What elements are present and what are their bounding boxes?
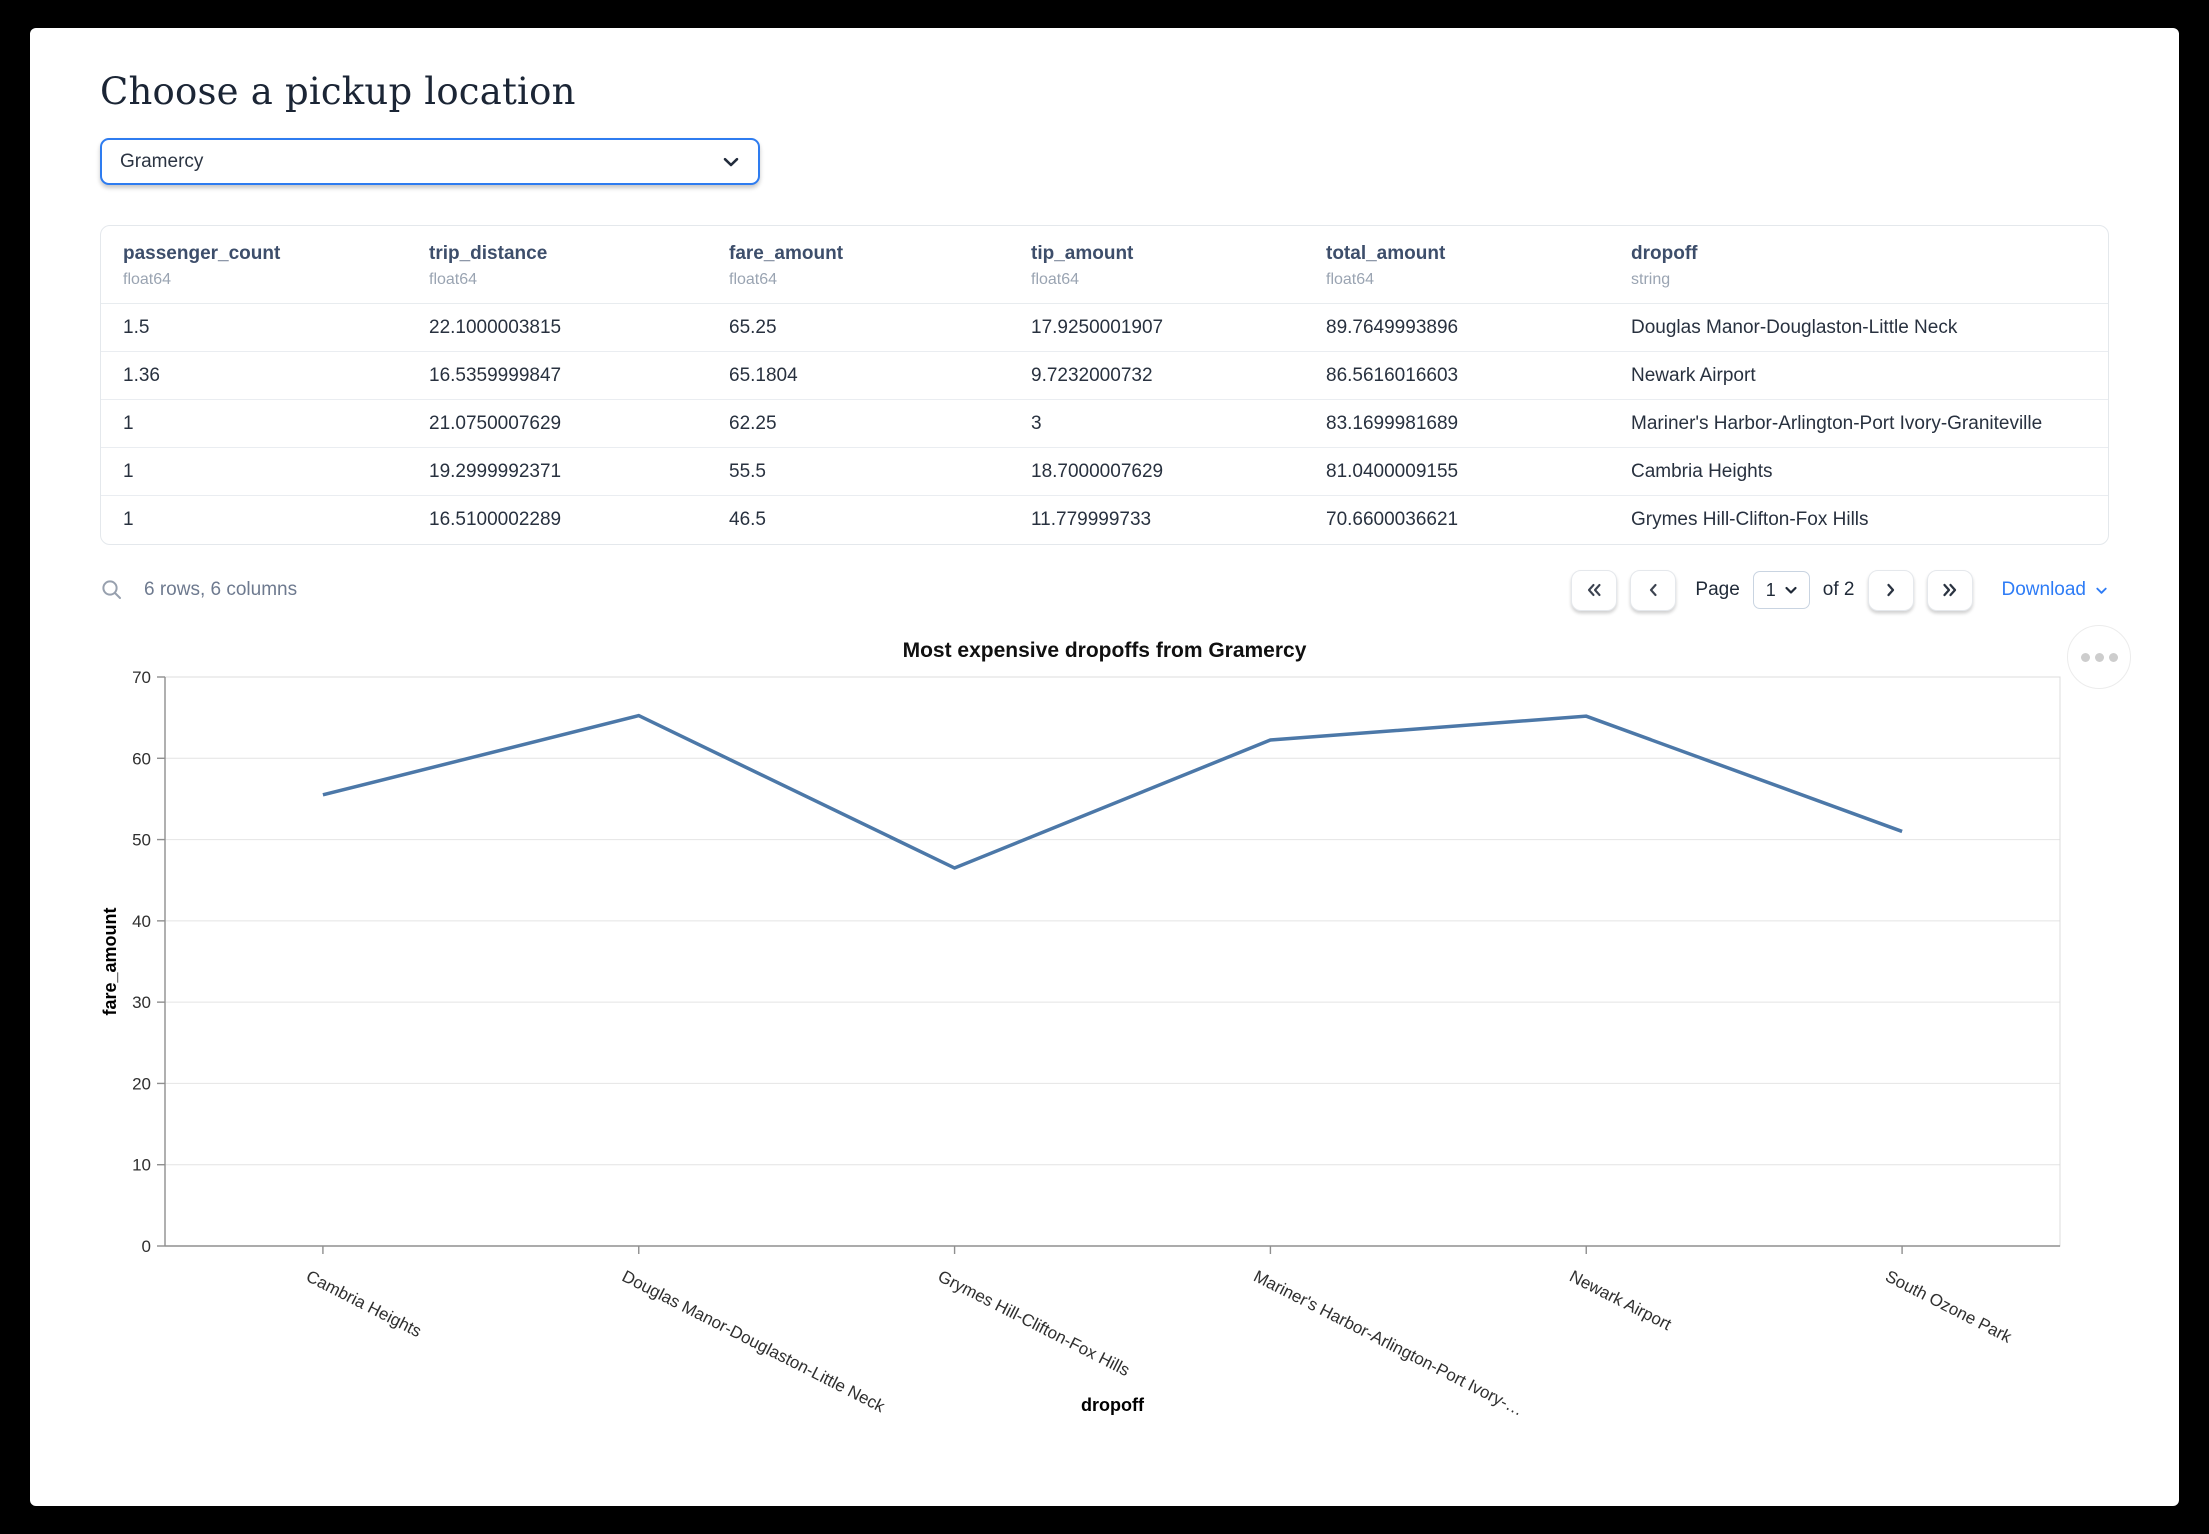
y-tick-label: 50	[132, 831, 151, 850]
chart-section: Most expensive dropoffs from Gramercy 0 1…	[100, 625, 2131, 1443]
column-header-dropoff[interactable]: dropoff string	[1631, 243, 1698, 288]
chevron-right-icon	[1882, 581, 1900, 599]
x-tick-label: Mariner's Harbor-Arlington-Port Ivory-…	[1251, 1267, 1527, 1420]
table-row: 1.5 22.1000003815 65.25 17.9250001907 89.764…	[101, 304, 2108, 352]
table-cell: 62.25	[729, 412, 777, 434]
table-cell: Mariner's Harbor-Arlington-Port Ivory-Gr…	[1631, 412, 2043, 434]
chevron-down-icon	[720, 151, 742, 173]
last-page-button[interactable]	[1926, 569, 1973, 611]
table-cell: 16.5100002289	[429, 509, 562, 530]
current-page-value: 1	[1765, 579, 1776, 600]
column-header-trip-distance[interactable]: trip_distance float64	[429, 243, 548, 288]
table-cell: 81.0400009155	[1326, 460, 1459, 482]
table-cell: Cambria Heights	[1631, 460, 1773, 482]
table-cell: 17.9250001907	[1031, 316, 1164, 338]
chevron-down-icon	[1783, 582, 1799, 598]
y-tick-label: 30	[132, 993, 151, 1012]
table-row: 1.36 16.5359999847 65.1804 9.7232000732 86.5…	[101, 352, 2108, 400]
table-cell: 86.5616016603	[1326, 364, 1459, 386]
table-cell: 22.1000003815	[429, 316, 562, 338]
y-axis-title: fare_amount	[100, 907, 120, 1015]
column-header-tip-amount[interactable]: tip_amount float64	[1031, 243, 1134, 288]
pagination: Page 1 of 2 Download	[1571, 569, 2110, 611]
download-button[interactable]: Download	[2002, 579, 2110, 601]
double-chevron-left-icon	[1584, 581, 1604, 599]
x-tick-label: South Ozone Park	[1882, 1267, 2015, 1347]
table-cell: 46.5	[729, 509, 766, 530]
x-tick-label: Douglas Manor-Douglaston-Little Neck	[619, 1267, 888, 1417]
next-page-button[interactable]	[1867, 569, 1914, 611]
table-cell: 55.5	[729, 460, 766, 482]
notebook-page: Choose a pickup location Gramercy passen…	[30, 28, 2179, 1506]
table-cell: 1	[123, 509, 134, 530]
table-header-row: passenger_count float64 trip_distance fl…	[101, 226, 2108, 304]
ellipsis-icon	[2080, 652, 2090, 662]
table-cell: 1	[123, 412, 134, 434]
table-cell: 1	[123, 460, 134, 482]
table-cell: 16.5359999847	[429, 364, 562, 386]
pickup-location-select[interactable]: Gramercy	[100, 138, 760, 185]
row-count-summary: 6 rows, 6 columns	[144, 579, 298, 600]
page-number-select[interactable]: 1	[1752, 571, 1810, 609]
y-tick-label: 60	[132, 749, 151, 768]
double-chevron-right-icon	[1940, 581, 1960, 599]
table-row: 1 19.2999992371 55.5 18.7000007629 81.040000…	[101, 448, 2108, 496]
x-tick-label: Grymes Hill-Clifton-Fox Hills	[935, 1267, 1133, 1380]
chevron-down-icon	[2094, 583, 2109, 598]
table-cell: 83.1699981689	[1326, 412, 1459, 434]
table-cell: 11.779999733	[1031, 509, 1152, 530]
table-cell: Douglas Manor-Douglaston-Little Neck	[1631, 316, 1958, 338]
table-cell: 1.36	[123, 364, 160, 386]
data-table: passenger_count float64 trip_distance fl…	[100, 225, 2109, 545]
chevron-left-icon	[1644, 581, 1662, 599]
download-label: Download	[2001, 579, 2087, 600]
y-tick-label: 70	[132, 668, 151, 687]
fare-line-series	[322, 713, 1903, 870]
page-title: Choose a pickup location	[100, 70, 576, 113]
table-cell: 21.0750007629	[429, 412, 562, 434]
table-cell: 65.1804	[729, 364, 798, 386]
column-header-fare-amount[interactable]: fare_amount float64	[729, 243, 844, 288]
column-header-total-amount[interactable]: total_amount float64	[1326, 243, 1446, 288]
y-tick-label: 10	[132, 1156, 151, 1175]
table-cell: 9.7232000732	[1031, 364, 1153, 386]
pickup-location-value: Gramercy	[120, 150, 204, 172]
chart-menu-button[interactable]	[2067, 625, 2131, 689]
page-of-label: of 2	[1822, 579, 1855, 600]
x-tick-label: Cambria Heights	[303, 1267, 424, 1341]
x-axis-title: dropoff	[1081, 1395, 1145, 1415]
table-body: 1.5 22.1000003815 65.25 17.9250001907 89.764…	[101, 304, 2108, 544]
table-cell: Newark Airport	[1631, 364, 1756, 386]
table-cell: Grymes Hill-Clifton-Fox Hills	[1631, 509, 1869, 530]
y-tick-label: 20	[132, 1074, 151, 1093]
table-row: 1 16.5100002289 46.5 11.779999733 70.6600036…	[101, 496, 2108, 544]
table-cell: 3	[1031, 412, 1042, 434]
x-tick-label: Newark Airport	[1566, 1267, 1674, 1335]
page-label: Page	[1695, 579, 1740, 600]
y-tick-label: 40	[132, 912, 151, 931]
column-header-passenger-count[interactable]: passenger_count float64	[123, 243, 281, 288]
table-row: 1 21.0750007629 62.25 3 83.1699981689 Mariner…	[101, 400, 2108, 448]
chart-title: Most expensive dropoffs from Gramercy	[902, 639, 1307, 662]
table-cell: 18.7000007629	[1031, 460, 1164, 482]
first-page-button[interactable]	[1571, 569, 1618, 611]
table-cell: 89.7649993896	[1326, 316, 1459, 338]
table-cell: 1.5	[123, 316, 150, 338]
prev-page-button[interactable]	[1630, 569, 1677, 611]
table-cell: 70.6600036621	[1326, 509, 1459, 530]
table-cell: 19.2999992371	[429, 460, 562, 482]
table-footer: 6 rows, 6 columns Page 1 of 2	[100, 565, 2109, 615]
y-tick-label: 0	[142, 1237, 151, 1256]
search-icon[interactable]	[100, 578, 124, 602]
chart-canvas: 0 10 20 30 40 50 60 70 Cambria Heights Douglas Ma…	[100, 668, 2061, 1420]
table-cell: 65.25	[729, 316, 777, 338]
